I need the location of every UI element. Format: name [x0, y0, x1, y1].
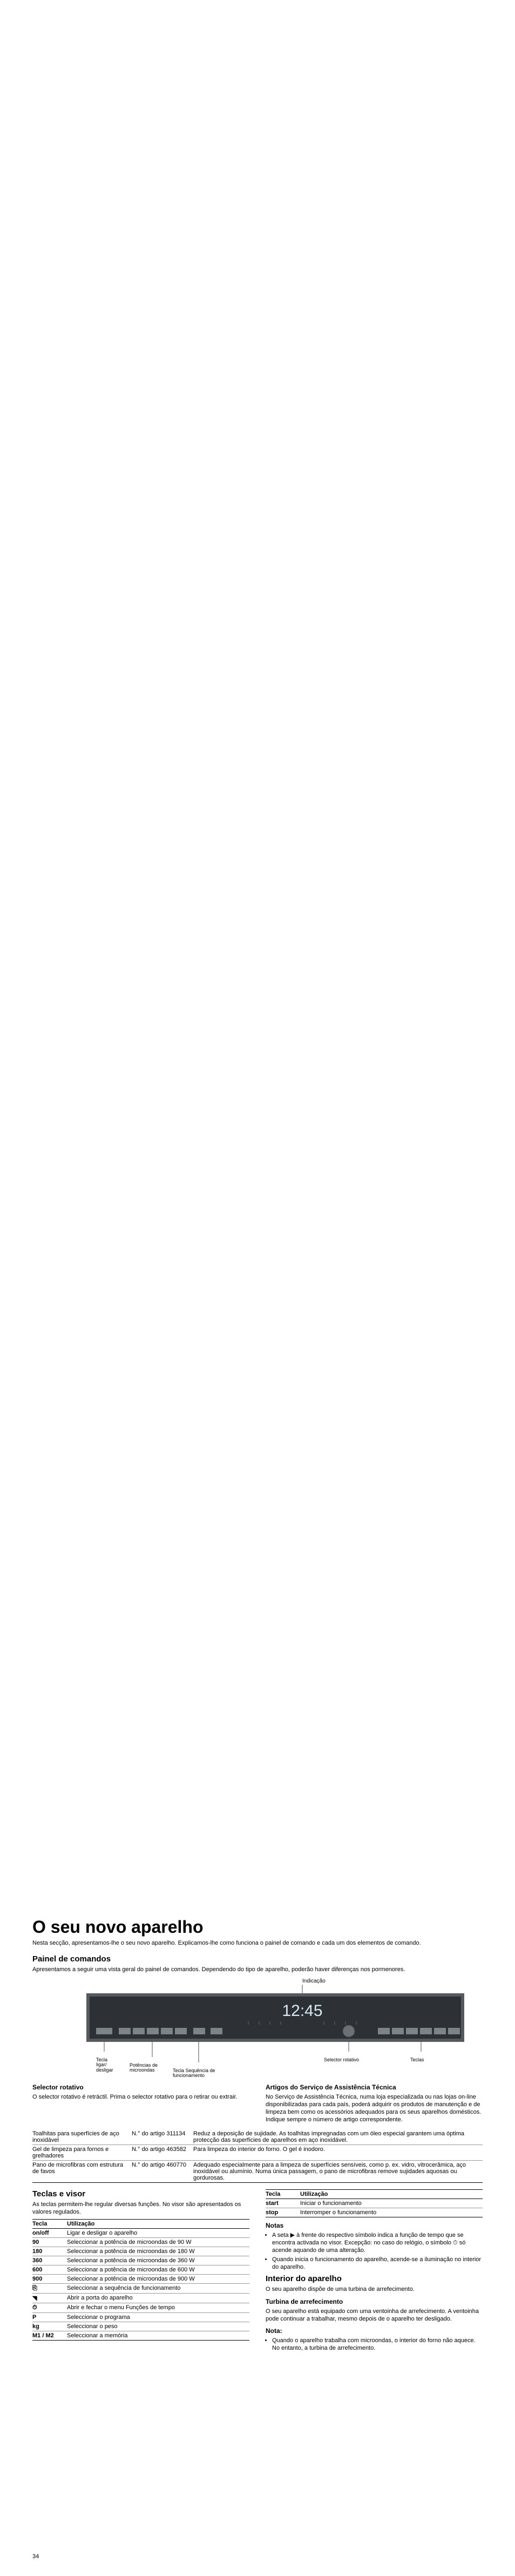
- interior-text: O seu aparelho dispõe de uma turbina de …: [266, 2285, 483, 2293]
- artigos-table: Toalhitas para superfícies de aço inoxid…: [32, 2129, 483, 2183]
- nota-heading: Nota:: [266, 2327, 483, 2335]
- painel-heading: Painel de comandos: [32, 1954, 483, 1964]
- intro-text: Nesta secção, apresentamos-lhe o seu nov…: [32, 1939, 483, 1947]
- table-row: 600Seleccionar a potência de microondas …: [32, 2265, 249, 2275]
- list-item: Quando inicia o funcionamento do aparelh…: [272, 2256, 483, 2271]
- table-row: ⏱Abrir e fechar o menu Funções de tempo: [32, 2303, 249, 2313]
- table-row: Pano de microfibras com estrutura de fav…: [32, 2160, 483, 2182]
- list-item: A seta ▶ à frente do respectivo símbolo …: [272, 2231, 483, 2255]
- list-item: Quando o aparelho trabalha com microonda…: [272, 2337, 483, 2352]
- table-row: 90Seleccionar a potência de microondas d…: [32, 2238, 249, 2247]
- teclas-table-left: Tecla Utilização on/offLigar e desligar …: [32, 2219, 249, 2341]
- table-row: on/offLigar e desligar o aparelho: [32, 2229, 249, 2238]
- label-tecla-seq: Tecla Sequência de funcionamento: [173, 2068, 221, 2079]
- artigos-text: No Serviço de Assistência Técnica, numa …: [266, 2093, 483, 2124]
- label-indicacao: Indicação: [302, 1978, 326, 1984]
- control-panel-figure: Indicação 12:45 Tecla ligar/ desligar: [32, 1977, 483, 2075]
- notas-heading: Notas: [266, 2222, 483, 2229]
- teclas-table-right: Tecla Utilização startIniciar o funciona…: [266, 2189, 483, 2217]
- turbina-heading: Turbina de arrefecimento: [266, 2298, 483, 2305]
- table-row: stopInterromper o funcionamento: [266, 2208, 483, 2217]
- th-utilizacao-r: Utilização: [300, 2189, 483, 2199]
- table-row: Toalhitas para superfícies de aço inoxid…: [32, 2129, 483, 2145]
- interior-heading: Interior do aparelho: [266, 2274, 483, 2283]
- table-row: 180Seleccionar a potência de microondas …: [32, 2247, 249, 2256]
- table-row: PSeleccionar o programa: [32, 2313, 249, 2322]
- selector-text: O selector rotativo é retráctil. Prima o…: [32, 2093, 249, 2101]
- table-row: ◥Abrir a porta do aparelho: [32, 2294, 249, 2303]
- notas-list: A seta ▶ à frente do respectivo símbolo …: [266, 2231, 483, 2271]
- page-title: O seu novo aparelho: [32, 1917, 483, 1937]
- table-row: 360Seleccionar a potência de microondas …: [32, 2256, 249, 2265]
- table-row: Gel de limpeza para fornos e grelhadores…: [32, 2145, 483, 2160]
- label-teclas: Teclas: [410, 2058, 437, 2063]
- selector-heading: Selector rotativo: [32, 2083, 249, 2091]
- artigos-heading: Artigos do Serviço de Assistência Técnic…: [266, 2083, 483, 2091]
- table-row: M1 / M2Seleccionar a memória: [32, 2331, 249, 2341]
- panel-inner: [90, 1997, 461, 2039]
- page-number: 34: [32, 2553, 39, 2560]
- th-tecla: Tecla: [32, 2220, 67, 2229]
- turbina-text: O seu aparelho está equipado com uma ven…: [266, 2308, 483, 2323]
- table-row: 900Seleccionar a potência de microondas …: [32, 2275, 249, 2284]
- th-tecla-r: Tecla: [266, 2189, 300, 2199]
- table-row: kgSeleccionar o peso: [32, 2322, 249, 2331]
- th-utilizacao: Utilização: [67, 2220, 249, 2229]
- teclas-heading: Teclas e visor: [32, 2189, 249, 2199]
- nota-list: Quando o aparelho trabalha com microonda…: [266, 2337, 483, 2352]
- painel-text: Apresentamos a seguir uma vista geral do…: [32, 1966, 483, 1973]
- label-selector: Selector rotativo: [324, 2058, 367, 2063]
- teclas-text: As teclas permitem-lhe regular diversas …: [32, 2201, 249, 2216]
- table-row: ⎘Seleccionar a sequência de funcionament…: [32, 2284, 249, 2294]
- label-tecla-ligar: Tecla ligar/ desligar: [96, 2058, 119, 2074]
- display-time: 12:45: [282, 2002, 322, 2020]
- label-potencias: Potências de microondas: [130, 2063, 167, 2074]
- table-row: startIniciar o funcionamento: [266, 2199, 483, 2208]
